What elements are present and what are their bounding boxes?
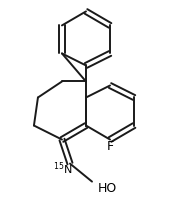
Text: $^{15}$N: $^{15}$N: [54, 160, 73, 177]
Text: HO: HO: [98, 182, 117, 195]
Text: F: F: [106, 140, 114, 153]
